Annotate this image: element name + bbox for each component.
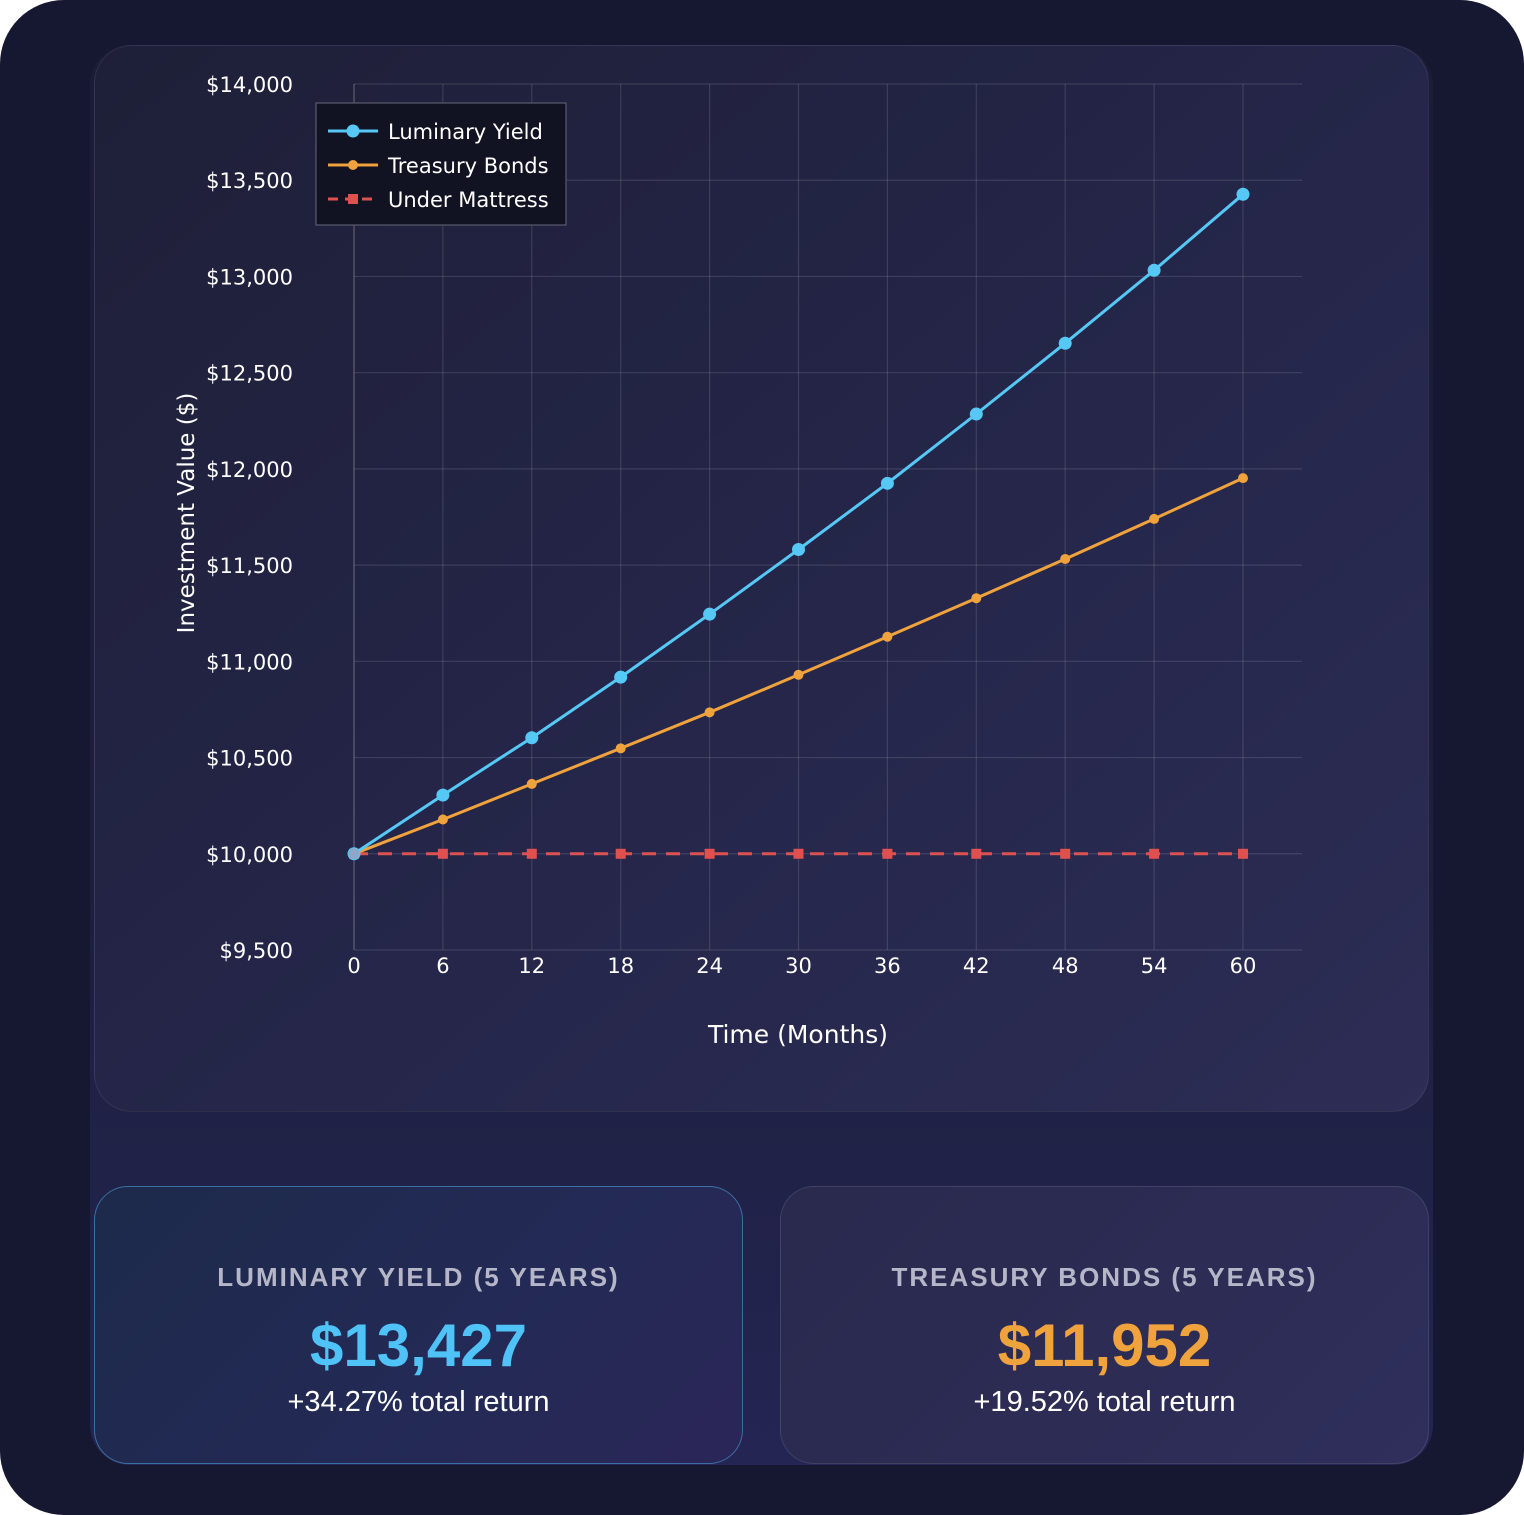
data-point: [792, 543, 805, 557]
y-tick-label: $10,500: [206, 747, 293, 771]
y-tick-label: $9,500: [220, 939, 293, 963]
y-tick-label: $10,000: [206, 843, 293, 867]
x-tick-label: 12: [518, 954, 545, 978]
data-point: [880, 476, 894, 490]
x-tick-label: 6: [436, 954, 449, 978]
y-tick-label: $13,500: [206, 169, 293, 193]
stat-value: $13,427: [310, 1312, 527, 1379]
data-point: [882, 631, 893, 642]
y-axis-label: Investment Value ($): [174, 393, 200, 634]
data-point: [436, 788, 450, 802]
data-point: [1238, 473, 1248, 484]
data-point: [1060, 553, 1071, 564]
axes: $9,500 $10,000 $10,500 $11,000 $11,500 $12,00…: [206, 73, 1256, 978]
data-point: [793, 848, 804, 859]
data-point: [614, 670, 628, 684]
chart-card: $9,500 $10,000 $10,500 $11,000 $11,500 $12,00…: [94, 45, 1429, 1112]
investment-growth-chart: $9,500 $10,000 $10,500 $11,000 $11,500 $12,00…: [174, 73, 1302, 1049]
x-tick-label: 24: [696, 954, 723, 978]
legend[interactable]: Luminary Yield Treasury Bonds Under Mattre…: [315, 102, 567, 226]
legend-item-label: Under Mattress: [388, 188, 549, 212]
x-axis-label: Time (Months): [707, 1020, 888, 1049]
data-point: [437, 848, 448, 859]
series: [347, 187, 1250, 861]
data-point: [525, 731, 539, 745]
data-point: [969, 407, 983, 421]
legend-item-label: Luminary Yield: [388, 120, 543, 144]
y-tick-label: $11,000: [206, 650, 293, 674]
treasury-bonds-stat-card: TREASURY BONDS (5 YEARS) $11,952 +19.52%…: [780, 1186, 1429, 1464]
data-point: [615, 848, 626, 859]
legend-item-label: Treasury Bonds: [387, 154, 549, 178]
y-tick-label: $11,500: [206, 554, 293, 578]
data-point: [526, 848, 537, 859]
data-point: [1058, 336, 1072, 350]
luminary-yield-stat-card: LUMINARY YIELD (5 YEARS) $13,427 +34.27%…: [94, 1186, 743, 1464]
data-point: [1149, 513, 1160, 524]
data-point: [703, 607, 717, 621]
x-tick-label: 30: [785, 954, 812, 978]
data-point: [1147, 263, 1161, 277]
data-point: [704, 707, 715, 718]
data-point: [971, 593, 982, 604]
stat-return: +34.27% total return: [287, 1386, 550, 1418]
stat-label: TREASURY BONDS (5 YEARS): [891, 1262, 1318, 1292]
stat-value: $11,952: [997, 1312, 1212, 1379]
series-treasury-bonds: [349, 473, 1248, 859]
series-under-mattress: [349, 848, 1248, 859]
data-point: [882, 848, 893, 859]
y-tick-label: $12,000: [206, 458, 293, 482]
y-tick-label: $13,000: [206, 265, 293, 289]
x-tick-label: 60: [1230, 954, 1257, 978]
x-tick-label: 0: [347, 954, 360, 978]
legend-swatch-marker: [348, 160, 358, 170]
data-point: [1238, 848, 1248, 859]
x-tick-label: 54: [1141, 954, 1168, 978]
data-point: [437, 814, 448, 825]
data-point: [1236, 187, 1250, 201]
data-point: [526, 778, 537, 789]
x-tick-label: 36: [874, 954, 901, 978]
x-tick-label: 18: [607, 954, 634, 978]
data-point: [615, 743, 626, 754]
x-tick-label: 48: [1052, 954, 1079, 978]
stat-label: LUMINARY YIELD (5 YEARS): [217, 1262, 620, 1292]
data-point: [1060, 848, 1071, 859]
stat-return: +19.52% total return: [973, 1386, 1236, 1418]
legend-swatch-marker: [348, 194, 358, 204]
data-point: [1149, 848, 1160, 859]
y-tick-label: $14,000: [206, 73, 293, 97]
legend-swatch-marker: [346, 124, 360, 138]
data-point: [793, 669, 804, 680]
data-point: [704, 848, 715, 859]
data-point: [971, 848, 982, 859]
x-tick-label: 42: [963, 954, 990, 978]
data-point: [348, 848, 360, 860]
y-tick-label: $12,500: [206, 362, 293, 386]
